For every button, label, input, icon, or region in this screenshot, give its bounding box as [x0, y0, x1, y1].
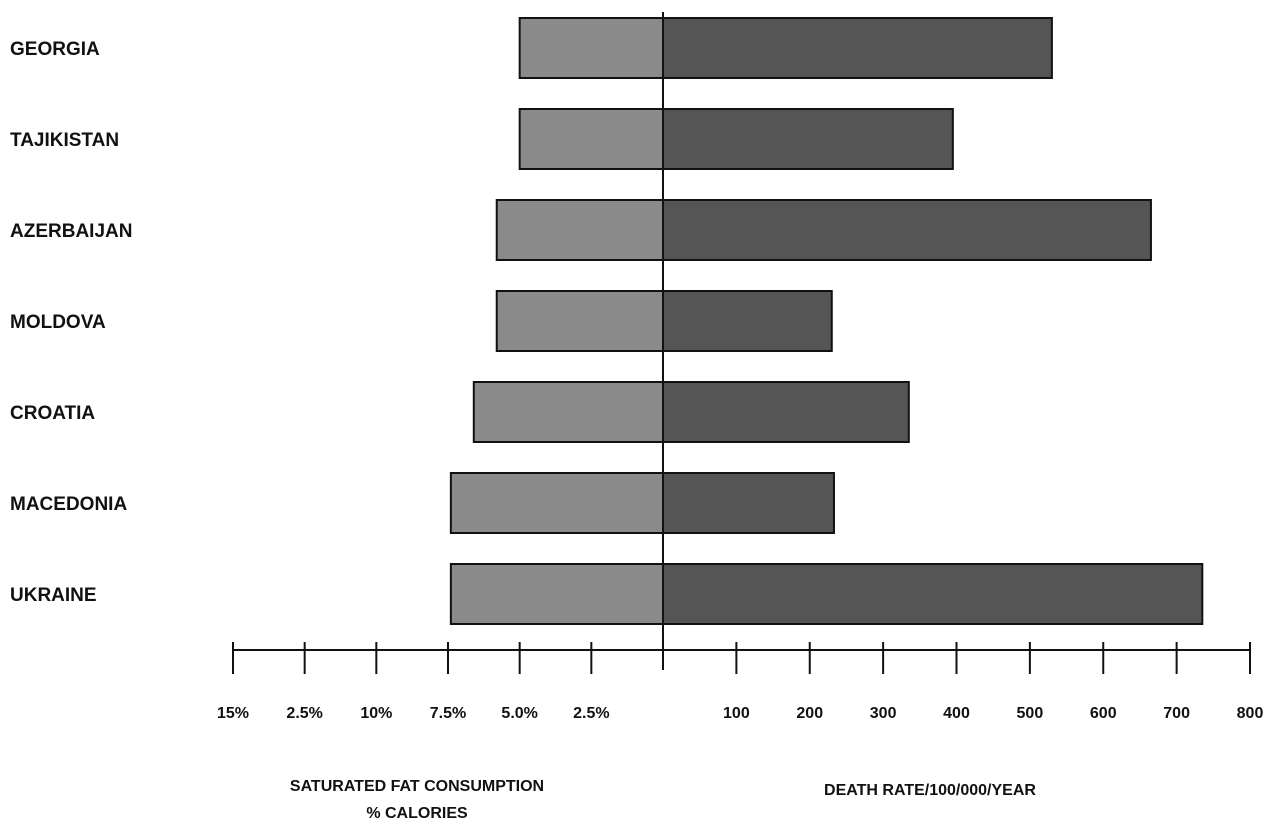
tick-label: 300 [870, 705, 897, 722]
fat-bar [518, 17, 665, 79]
tick-label: 800 [1237, 705, 1264, 722]
death-rate-bar [662, 563, 1204, 625]
tick-label: 5.0% [501, 705, 537, 722]
tick-label: 600 [1090, 705, 1117, 722]
fat-bar [495, 290, 664, 352]
fat-bar [472, 381, 664, 443]
death-rate-bar [662, 381, 910, 443]
country-label: TAJIKISTAN [10, 130, 119, 151]
country-label: GEORGIA [10, 39, 100, 60]
death-rate-bar [662, 290, 833, 352]
x-axis [232, 642, 1251, 674]
tick-label: 400 [943, 705, 970, 722]
fat-bar [449, 472, 664, 534]
country-label: MACEDONIA [10, 494, 127, 515]
left-tick-labels: 15% 2.5% 10% 7.5% 5.0% 2.5% [217, 705, 610, 722]
tick-label: 2.5% [573, 705, 609, 722]
fat-bar [449, 563, 664, 625]
left-axis-title-line-1: SATURATED FAT CONSUMPTION [290, 778, 544, 795]
tick-label: 2.5% [286, 705, 322, 722]
death-rate-bar [662, 472, 835, 534]
tick-label: 700 [1163, 705, 1190, 722]
left-axis-title-line-2: % CALORIES [366, 805, 468, 822]
fat-bar [518, 108, 665, 170]
country-label: CROATIA [10, 403, 95, 424]
right-axis-title: DEATH RATE/100/000/YEAR [824, 782, 1036, 799]
saturated-fat-bars [449, 17, 665, 625]
country-labels: GEORGIA TAJIKISTAN AZERBAIJAN MOLDOVA CROATI… [10, 39, 132, 606]
country-label: AZERBAIJAN [10, 221, 132, 242]
tick-label: 10% [360, 705, 392, 722]
death-rate-bars [662, 17, 1204, 625]
country-label: UKRAINE [10, 585, 97, 606]
death-rate-bar [662, 108, 954, 170]
tick-label: 200 [796, 705, 823, 722]
death-rate-bar [662, 199, 1152, 261]
tick-label: 15% [217, 705, 249, 722]
country-label: MOLDOVA [10, 312, 106, 333]
tick-label: 500 [1017, 705, 1044, 722]
tick-label: 7.5% [430, 705, 466, 722]
right-tick-labels: 100 200 300 400 500 600 700 800 [723, 705, 1263, 722]
death-rate-bar [662, 17, 1053, 79]
tick-label: 100 [723, 705, 750, 722]
fat-bar [495, 199, 664, 261]
